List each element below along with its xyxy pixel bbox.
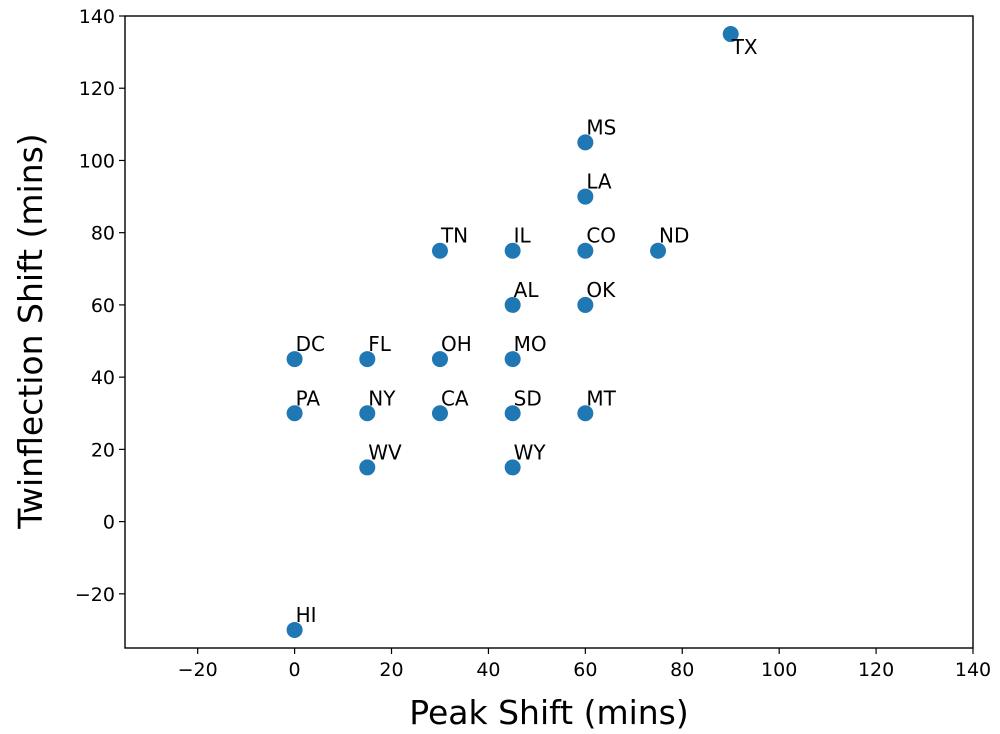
point-label-fl: FL <box>368 332 392 356</box>
point-label-hi: HI <box>296 603 317 627</box>
point-label-mo: MO <box>514 332 547 356</box>
y-tick-label: 100 <box>79 150 115 172</box>
point-label-tn: TN <box>440 224 468 248</box>
data-point-tn <box>431 242 448 259</box>
data-point-dc <box>286 351 303 368</box>
point-label-dc: DC <box>296 332 325 356</box>
y-tick-label: −20 <box>75 584 115 606</box>
data-point-wy <box>504 459 521 476</box>
x-tick-label: −20 <box>178 659 218 681</box>
plot-frame <box>124 15 974 649</box>
data-point-oh <box>431 351 448 368</box>
x-tick-label: 40 <box>476 659 500 681</box>
point-label-wv: WV <box>368 440 402 464</box>
x-tick-label: 0 <box>289 659 301 681</box>
data-point-mt <box>577 405 594 422</box>
data-point-ny <box>359 405 376 422</box>
point-label-pa: PA <box>296 386 321 410</box>
point-label-tx: TX <box>731 35 758 59</box>
data-point-co <box>577 242 594 259</box>
y-tick-label: 80 <box>91 223 115 245</box>
y-axis-ticks: −20 0 20 40 60 80 100 120 140 <box>75 6 125 606</box>
data-point-wv <box>359 459 376 476</box>
x-axis-label: Peak Shift (mins) <box>409 693 689 732</box>
point-label-co: CO <box>586 224 616 248</box>
data-point-mo <box>504 351 521 368</box>
data-point-il <box>504 242 521 259</box>
y-axis-label: Twinflection Shift (mins) <box>11 133 50 529</box>
data-point-hi <box>286 621 303 638</box>
data-point-nd <box>650 242 667 259</box>
point-label-mt: MT <box>586 386 616 410</box>
data-point-fl <box>359 351 376 368</box>
point-label-ca: CA <box>441 386 469 410</box>
point-label-ms: MS <box>586 115 616 139</box>
point-label-la: LA <box>586 170 612 194</box>
y-tick-label: 60 <box>91 295 115 317</box>
point-label-il: IL <box>514 224 532 248</box>
point-labels: TX MS LA TN IL CO ND AL OK DC FL OH MO PA NY CA SD MT WV WY… <box>296 35 758 627</box>
x-axis-ticks: −20 0 20 40 60 80 100 120 140 <box>178 648 991 681</box>
x-tick-label: 60 <box>573 659 597 681</box>
point-label-wy: WY <box>514 440 547 464</box>
x-tick-label: 80 <box>670 659 694 681</box>
y-tick-label: 120 <box>79 78 115 100</box>
data-point-ca <box>431 405 448 422</box>
point-label-al: AL <box>514 278 540 302</box>
point-label-nd: ND <box>659 224 689 248</box>
point-label-oh: OH <box>441 332 472 356</box>
y-tick-label: 20 <box>91 439 115 461</box>
data-points <box>286 26 739 638</box>
point-label-sd: SD <box>514 386 542 410</box>
data-point-al <box>504 296 521 313</box>
data-point-sd <box>504 405 521 422</box>
data-point-ok <box>577 296 594 313</box>
y-tick-label: 40 <box>91 367 115 389</box>
data-point-tx <box>722 26 739 43</box>
y-tick-label: 140 <box>79 6 115 28</box>
x-tick-label: 120 <box>858 659 894 681</box>
data-point-la <box>577 188 594 205</box>
data-point-pa <box>286 405 303 422</box>
y-tick-label: 0 <box>103 512 115 534</box>
x-tick-label: 100 <box>761 659 797 681</box>
point-label-ok: OK <box>586 278 616 302</box>
x-tick-label: 140 <box>955 659 991 681</box>
point-label-ny: NY <box>368 386 396 410</box>
x-tick-label: 20 <box>379 659 403 681</box>
data-point-ms <box>577 134 594 151</box>
plot-area <box>124 15 974 649</box>
